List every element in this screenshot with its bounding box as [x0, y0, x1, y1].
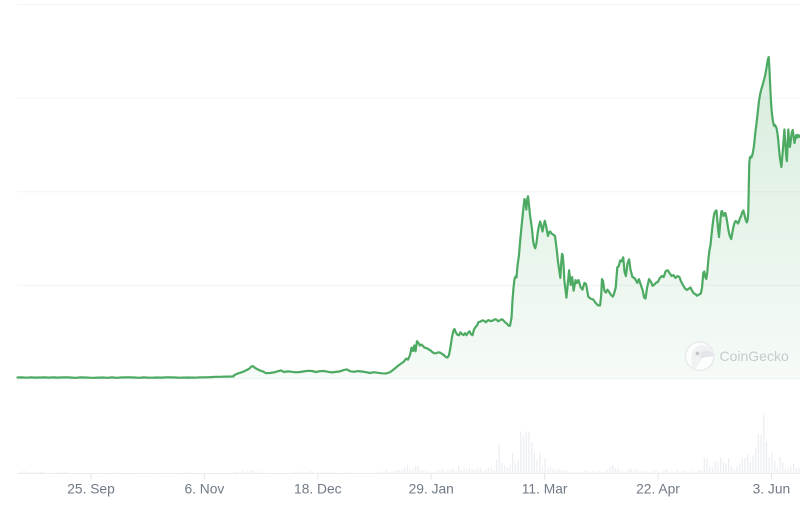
svg-text:11. Mar: 11. Mar: [522, 482, 568, 497]
svg-text:18. Dec: 18. Dec: [294, 482, 342, 497]
svg-text:29. Jan: 29. Jan: [409, 482, 454, 497]
svg-text:25. Sep: 25. Sep: [67, 482, 115, 497]
svg-text:3. Jun: 3. Jun: [753, 482, 791, 497]
svg-text:CoinGecko: CoinGecko: [720, 348, 789, 364]
svg-text:6. Nov: 6. Nov: [184, 482, 224, 497]
svg-text:22. Apr: 22. Apr: [636, 482, 680, 497]
